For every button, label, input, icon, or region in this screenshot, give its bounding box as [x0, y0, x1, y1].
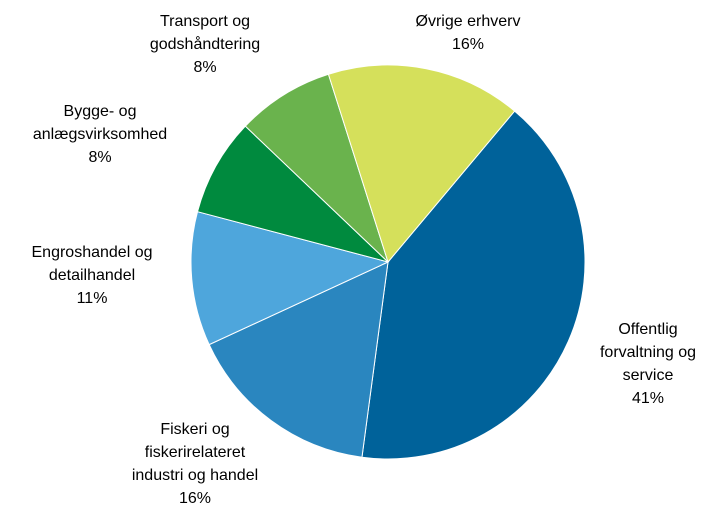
- pie-slice: [196, 125, 389, 263]
- value-label: 41%: [632, 390, 664, 407]
- value-label: 11%: [77, 290, 108, 307]
- slice-label: detailhandel: [49, 267, 135, 284]
- slice-label: industri og handel: [132, 467, 258, 484]
- value-label: 16%: [452, 36, 484, 53]
- slice-label: Offentlig: [618, 321, 677, 338]
- value-label: 8%: [193, 59, 216, 76]
- slice-label: Engroshandel og: [32, 244, 153, 261]
- value-label: 8%: [88, 149, 111, 166]
- pie-slice: [244, 73, 389, 263]
- slice-label: Transport og: [160, 13, 250, 30]
- slice-label: Fiskeri og: [160, 421, 229, 438]
- slice-label: forvaltning og: [600, 344, 696, 361]
- slice-label: godshåndtering: [150, 35, 260, 53]
- slice-label: fiskerirelateret: [145, 444, 246, 461]
- slice-label: Bygge- og: [64, 103, 137, 120]
- pie-slice: [208, 261, 389, 458]
- slice-label: service: [623, 367, 674, 384]
- pie-slice: [327, 64, 516, 264]
- slice-label: Øvrige erhverv: [416, 13, 521, 30]
- slice-label: anlægsvirksomhed: [33, 126, 167, 143]
- pie-slice: [190, 211, 390, 346]
- value-label: 16%: [179, 490, 211, 507]
- pie-slice: [361, 110, 586, 460]
